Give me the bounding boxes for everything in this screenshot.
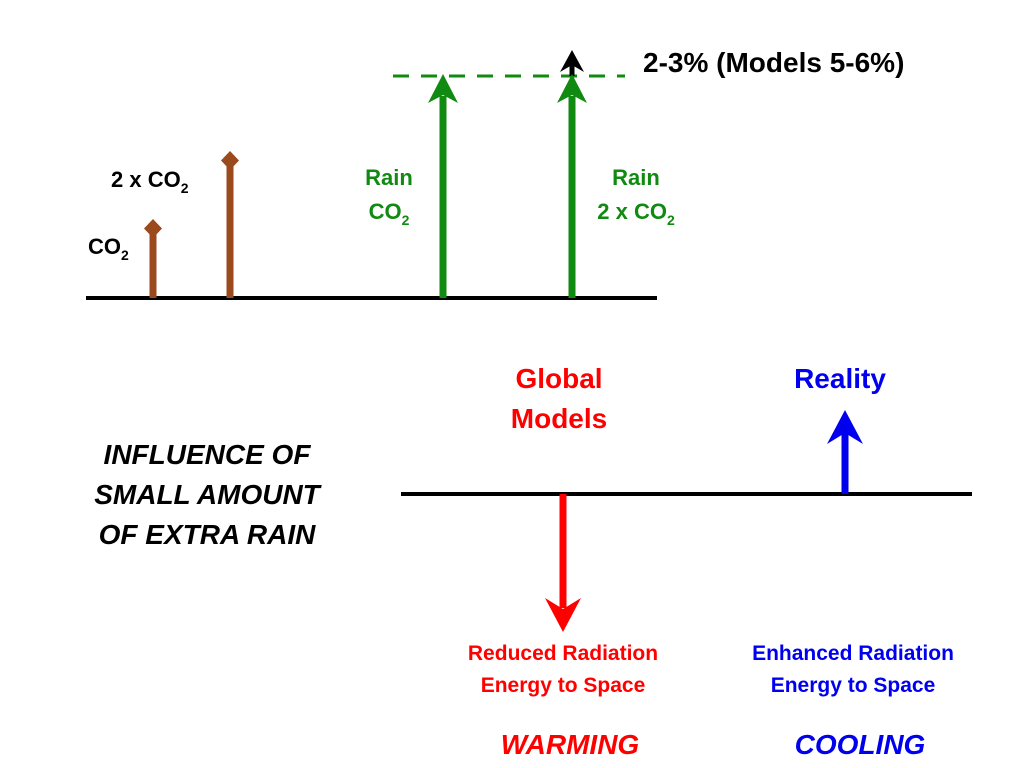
title-line1: INFLUENCE OF [104,439,312,470]
reality-up-arrow-icon [827,410,863,444]
rain-double-co2-arrow-icon [557,74,587,103]
increase-arrow-icon [560,50,584,72]
co2-label: CO2 [88,234,129,263]
reality-effect-line2: Energy to Space [771,674,936,697]
increase-label: 2-3% (Models 5-6%) [643,47,904,78]
reality-result: COOLING [795,729,926,760]
rain-co2-label-line2: CO2 [369,199,410,228]
models-heading-line2: Models [511,403,607,434]
double-co2-diamond-marker [221,151,239,170]
title-line3: OF EXTRA RAIN [99,519,317,550]
rain-double-co2-label-line1: Rain [612,165,660,190]
models-result: WARMING [501,729,639,760]
rain-co2-label-line1: Rain [365,165,413,190]
title-line2: SMALL AMOUNT [94,479,322,510]
models-effect-line1: Reduced Radiation [468,642,658,665]
models-effect-line2: Energy to Space [481,674,646,697]
double-co2-label: 2 x CO2 [111,167,189,196]
models-down-arrow-icon [545,598,581,632]
models-heading-line1: Global [515,363,602,394]
co2-diamond-marker [144,219,162,238]
rain-co2-arrow-icon [428,74,458,103]
reality-effect-line1: Enhanced Radiation [752,642,954,665]
rain-double-co2-label-line2: 2 x CO2 [597,199,675,228]
reality-heading: Reality [794,363,886,394]
